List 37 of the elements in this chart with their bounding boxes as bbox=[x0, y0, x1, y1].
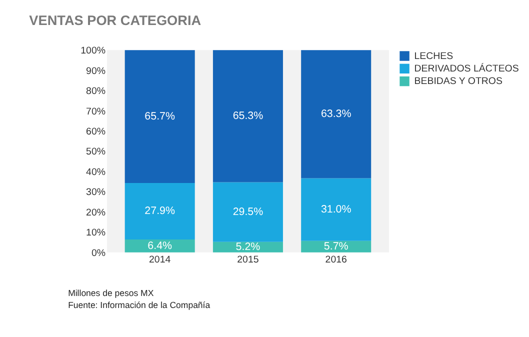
data-label: 5.2% bbox=[236, 241, 261, 254]
y-tick-label: 40% bbox=[86, 166, 106, 178]
y-tick-label: 20% bbox=[86, 207, 106, 218]
data-label: 63.3% bbox=[320, 108, 352, 120]
bar bbox=[212, 182, 283, 242]
bar bbox=[301, 178, 372, 241]
source-note: Fuente: Información de la Compañía bbox=[68, 300, 210, 310]
data-label: 65.7% bbox=[144, 110, 176, 123]
bar bbox=[124, 50, 195, 184]
data-label: 29.5% bbox=[232, 206, 264, 218]
legend-label: BEBIDAS Y OTROS bbox=[414, 76, 503, 88]
x-tick-label: 2016 bbox=[325, 254, 347, 266]
data-label: 65.3% bbox=[232, 110, 264, 122]
data-label: 5.7% bbox=[324, 240, 349, 253]
x-tick-label: 2015 bbox=[237, 254, 259, 266]
data-label: 31.0% bbox=[320, 203, 352, 216]
chart-title: VENTAS POR CATEGORIA bbox=[29, 12, 202, 28]
y-tick-label: 60% bbox=[86, 126, 106, 138]
y-tick-label: 70% bbox=[86, 106, 106, 118]
x-tick-label: 2014 bbox=[149, 254, 172, 266]
text: Millones de pesos MX bbox=[68, 288, 154, 298]
y-tick-label: 10% bbox=[86, 228, 106, 239]
legend-label: LECHES bbox=[414, 50, 454, 62]
y-tick-label: 90% bbox=[86, 66, 106, 77]
y-tick-label: 0% bbox=[91, 248, 106, 259]
bar bbox=[124, 183, 195, 240]
y-tick-label: 50% bbox=[86, 146, 106, 158]
bar bbox=[301, 240, 372, 252]
bar bbox=[124, 239, 195, 252]
bar bbox=[212, 50, 283, 182]
y-tick-label: 80% bbox=[86, 86, 106, 98]
y-tick-label: 30% bbox=[86, 187, 106, 198]
data-label: 27.9% bbox=[144, 205, 176, 218]
legend-label: DERIVADOS LÁCTEOS bbox=[414, 62, 520, 75]
data-label: 6.4% bbox=[148, 240, 173, 252]
y-tick-label: 100% bbox=[80, 46, 106, 57]
bar bbox=[301, 50, 372, 178]
